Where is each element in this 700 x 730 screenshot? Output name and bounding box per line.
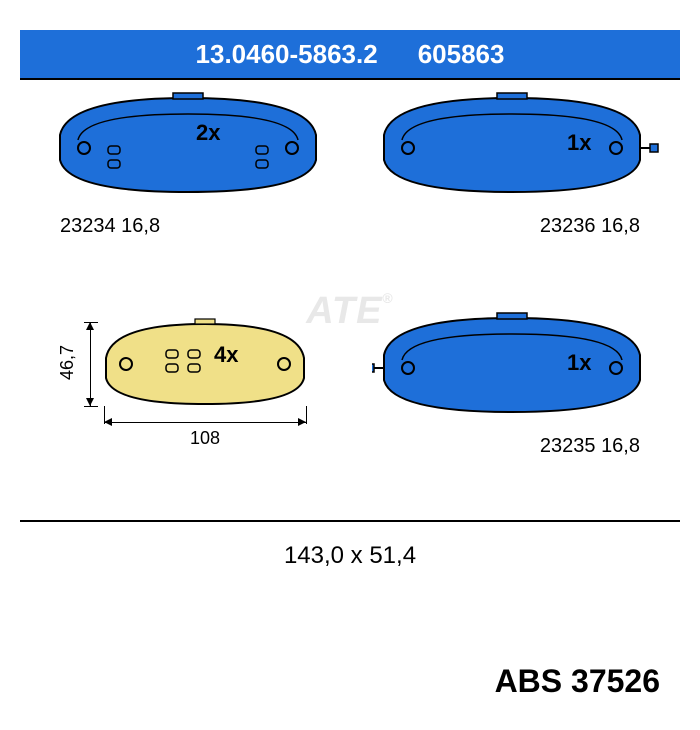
- dim-height: 46,7: [57, 345, 78, 380]
- header-bar: 13.0460-5863.2 605863: [20, 30, 680, 78]
- brand-logo: ATE: [306, 290, 394, 333]
- overall-dimension: 143,0 x 51,4: [20, 542, 680, 570]
- pad-top-right: 1x 23236 16,8: [372, 90, 652, 200]
- code-top-right: 23236 16,8: [540, 215, 640, 238]
- dim-width: 108: [190, 428, 220, 449]
- header-part-a: 13.0460-5863.2: [196, 39, 378, 70]
- code-top-left: 23234 16,8: [60, 215, 160, 238]
- pad-top-left: 2x 23234 16,8: [48, 90, 328, 200]
- code-bot-right: 23235 16,8: [540, 435, 640, 458]
- header-part-b: 605863: [418, 39, 505, 70]
- pad-bot-left: 4x 46,7 108: [90, 310, 320, 480]
- row-2: 4x 46,7 108: [20, 310, 680, 510]
- diagram-area: ATE 2x 23234 16,8: [20, 78, 680, 522]
- footer-part-number: ABS 37526: [495, 663, 660, 700]
- row-1: 2x 23234 16,8 1x 23236 16,8: [20, 90, 680, 290]
- pad-bot-right: 1x 23235 16,8: [372, 310, 652, 420]
